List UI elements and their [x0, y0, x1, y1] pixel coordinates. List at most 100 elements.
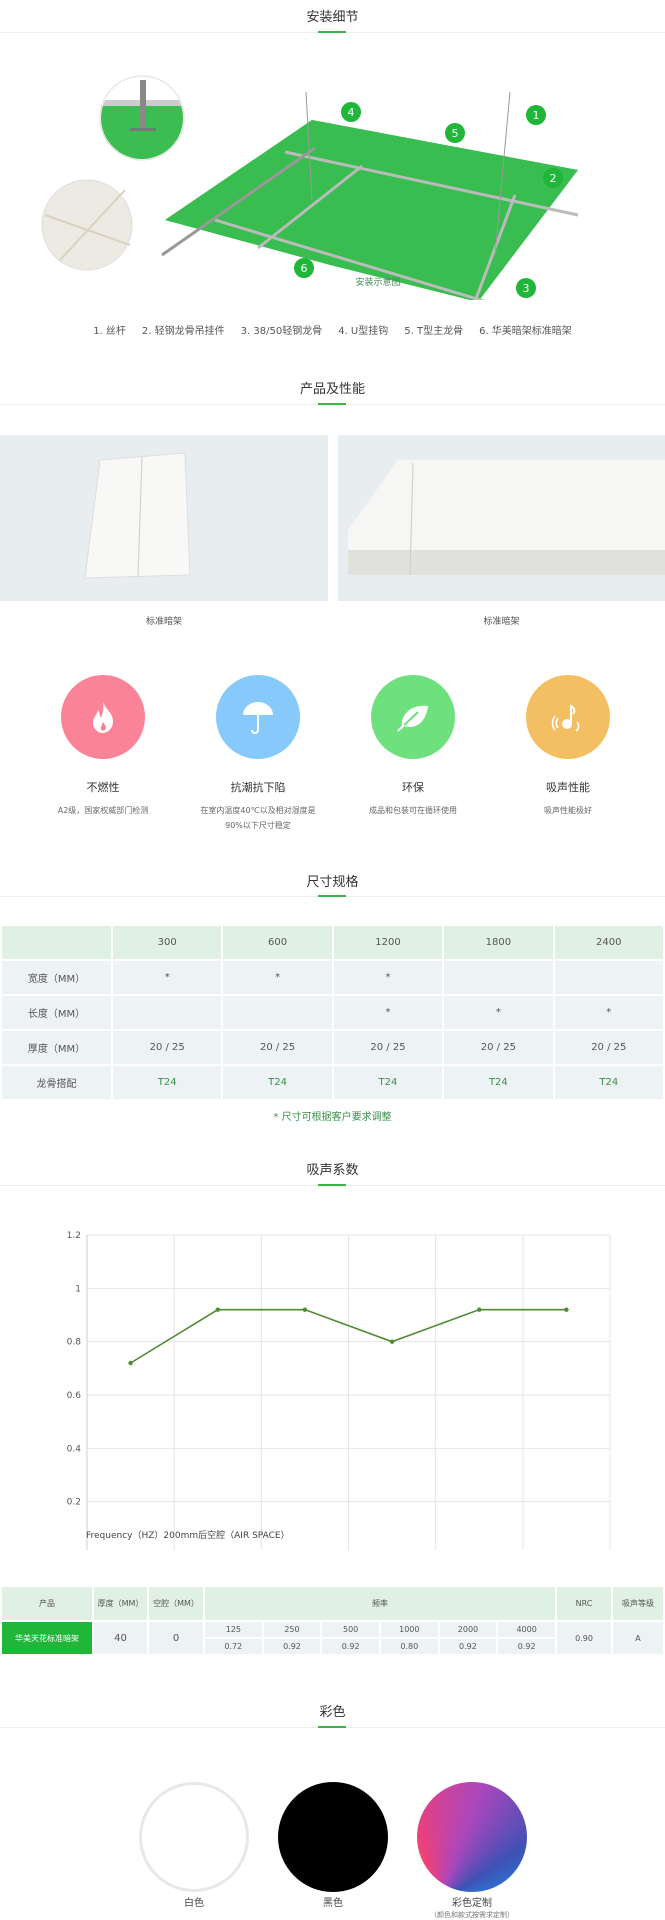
chart-xlabel: Frequency（HZ）200mm后空腔（AIR SPACE） [86, 1531, 290, 1541]
data-point [477, 1307, 482, 1312]
title-accent-bar [318, 403, 346, 405]
row-label: 龙骨搭配 [0, 1064, 113, 1101]
color-label: 白色 [184, 1898, 204, 1909]
legend-item: 5. T型主龙骨 [404, 326, 464, 337]
row-label: 宽度（MM） [0, 959, 113, 996]
feature-desc: 在室内温度40℃以及相对湿度是90%以下尺寸稳定 [200, 806, 316, 830]
swatch-white[interactable] [139, 1782, 249, 1892]
data-point [389, 1339, 395, 1344]
product-image-2 [338, 435, 665, 601]
leaf-icon [371, 675, 455, 759]
table-row: 长度（MM） * * * [0, 994, 665, 1031]
cell: A [611, 1620, 665, 1656]
table-row: 0.72 0.92 0.92 0.80 0.92 0.92 [1, 1637, 664, 1656]
cell: T24 [110, 1064, 224, 1101]
product-caption-2: 标准暗架 [483, 617, 520, 627]
marker-4: 4 [348, 106, 355, 119]
data-point [564, 1307, 569, 1312]
table-header-row: 产品 厚度（MM） 空腔（MM） 频率 NRC 吸声等级 [0, 1585, 665, 1622]
header-cell: 吸声等级 [611, 1585, 665, 1622]
title-accent-bar [318, 895, 346, 897]
header-cell: 600 [221, 924, 334, 961]
installation-diagram: 1 2 3 4 5 6 安装示意图 [41, 75, 579, 300]
feature-fireproof: 不燃性 A2级，国家权威部门检测 [28, 675, 178, 818]
feature-desc: A2级，国家权威部门检测 [57, 806, 149, 815]
feature-title: 环保 [402, 781, 424, 794]
cell: 20 / 25 [331, 1029, 445, 1066]
row-label: 厚度（MM） [0, 1029, 113, 1066]
install-legend: 1. 丝杆 2. 轻钢龙骨吊挂件 3. 38/50轻钢龙骨 4. U型挂钩 5. T型主… [0, 322, 665, 337]
cell: 0.92 [437, 1637, 499, 1656]
cell: 1000 [378, 1620, 440, 1639]
table-row: 宽度（MM） * * * [0, 959, 665, 996]
cell: * [442, 994, 555, 1031]
cell: 0.92 [496, 1637, 557, 1656]
cell: T24 [552, 1064, 665, 1101]
feature-desc: 吸声性能极好 [544, 806, 592, 815]
cell: 0.92 [320, 1637, 381, 1656]
cell: T24 [221, 1064, 334, 1101]
cell: 0 [147, 1620, 205, 1656]
header-cell: 1200 [331, 924, 445, 961]
diagram-caption: 安装示意图 [355, 276, 400, 288]
cell [221, 994, 334, 1031]
swatch-black[interactable] [278, 1782, 388, 1892]
data-point [215, 1307, 220, 1312]
color-label: 彩色定制 [452, 1898, 492, 1909]
table-row: 华美天花标准暗架 40 0 125 250 500 1000 2000 4000 0.90… [0, 1620, 665, 1656]
sound-icon [526, 675, 610, 759]
fire-icon [61, 675, 145, 759]
swatch-custom-color[interactable] [417, 1782, 527, 1892]
title-accent-bar [318, 31, 346, 33]
color-label: 黑色 [323, 1898, 343, 1909]
y-tick-label: 0.6 [67, 1391, 82, 1401]
title-accent-bar [318, 1184, 346, 1186]
cell: 0.72 [203, 1637, 264, 1656]
section-title-install: 安装细节 [306, 10, 359, 25]
absorption-table: 产品 厚度（MM） 空腔（MM） 频率 NRC 吸声等级 华美天花标准暗架 40… [0, 1585, 665, 1656]
feature-eco: 环保 成品和包装可在循环使用 [338, 675, 488, 818]
color-note: （颜色和款式按需求定制） [430, 1911, 514, 1919]
umbrella-icon [216, 675, 300, 759]
cell: 0.90 [555, 1620, 613, 1656]
marker-5: 5 [452, 127, 459, 140]
size-table: 300 600 1200 1800 2400 宽度（MM） * * * 长度（MM） * * * 厚… [0, 924, 665, 1101]
cell: 4000 [496, 1620, 557, 1639]
feature-desc: 成品和包装可在循环使用 [369, 806, 457, 815]
header-cell: 1800 [442, 924, 555, 961]
header-cell: 空腔（MM） [147, 1585, 205, 1622]
header-cell: 300 [110, 924, 224, 961]
size-note: * 尺寸可根据客户要求调整 [273, 1112, 392, 1123]
legend-item: 6. 华美暗架标准暗架 [479, 326, 572, 337]
cell: * [331, 994, 445, 1031]
feature-moisture: 抗潮抗下陷 在室内温度40℃以及相对湿度是90%以下尺寸稳定 [183, 675, 333, 833]
table-row: 厚度（MM） 20 / 25 20 / 25 20 / 25 20 / 25 20 / 2… [0, 1029, 665, 1066]
header-cell: 厚度（MM） [92, 1585, 149, 1622]
cell: 0.80 [378, 1637, 440, 1656]
y-tick-label: 1.2 [67, 1231, 81, 1241]
section-title-products: 产品及性能 [299, 382, 365, 397]
cell: 500 [320, 1620, 381, 1639]
cell: 250 [261, 1620, 323, 1639]
title-accent-bar [318, 1726, 346, 1728]
table-header-row: 300 600 1200 1800 2400 [0, 924, 665, 961]
legend-item: 3. 38/50轻钢龙骨 [240, 326, 323, 337]
header-cell: 产品 [0, 1585, 94, 1622]
cell [110, 994, 224, 1031]
cell: * [221, 959, 334, 996]
cell: 2000 [437, 1620, 499, 1639]
cell: T24 [331, 1064, 445, 1101]
marker-6: 6 [301, 262, 308, 275]
marker-3: 3 [523, 282, 530, 295]
marker-1: 1 [533, 109, 540, 122]
cell: 20 / 25 [442, 1029, 555, 1066]
header-cell [0, 924, 113, 961]
legend-item: 1. 丝杆 [93, 326, 126, 337]
section-title-colors: 彩色 [319, 1705, 346, 1720]
row-label: 长度（MM） [0, 994, 113, 1031]
cell [442, 959, 555, 996]
y-tick-label: 0.8 [67, 1338, 82, 1348]
cell: 20 / 25 [110, 1029, 224, 1066]
product-caption-1: 标准暗架 [145, 617, 182, 627]
cell: 20 / 25 [552, 1029, 665, 1066]
